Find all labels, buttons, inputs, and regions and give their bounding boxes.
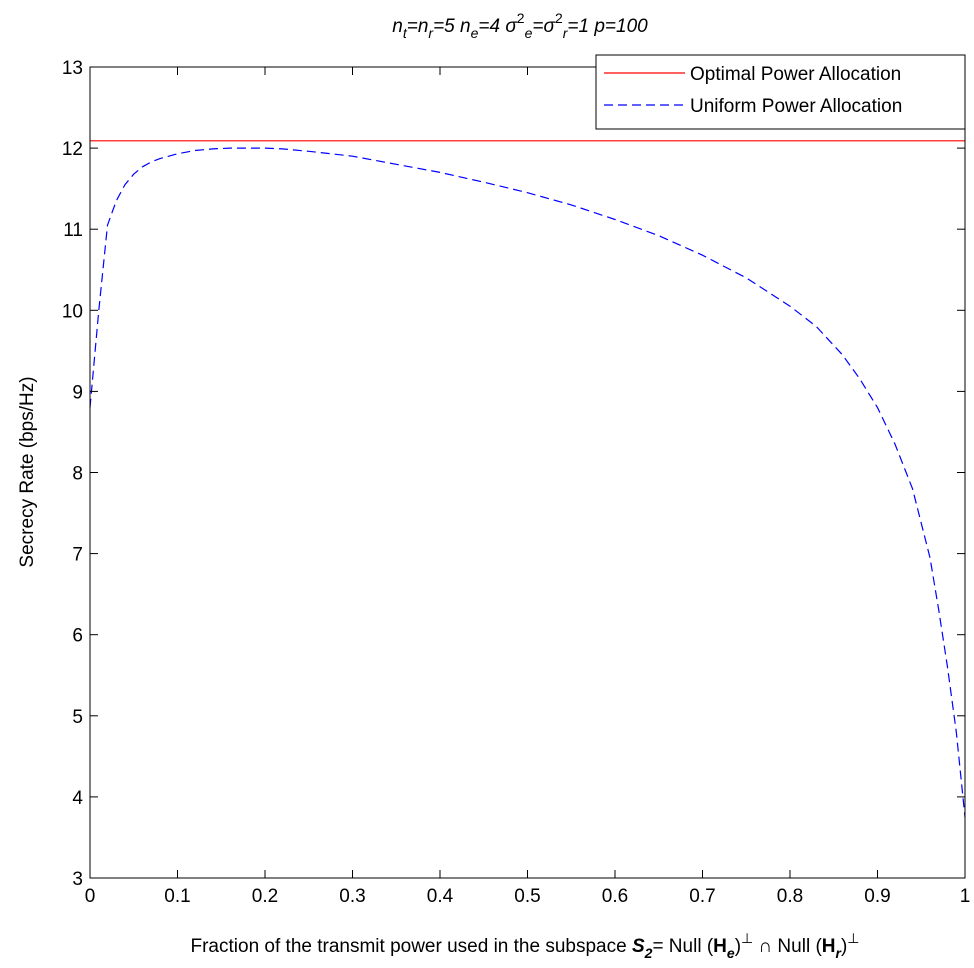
label-fragment: 2	[644, 945, 653, 961]
label-fragment: e	[525, 25, 533, 41]
x-tick-label: 1	[960, 886, 971, 907]
label-fragment: = Null (	[652, 936, 713, 957]
label-fragment: r	[836, 945, 843, 961]
x-tick-label: 0.8	[777, 886, 803, 907]
legend-box	[595, 54, 966, 130]
label-fragment: ∩ Null (	[753, 936, 822, 957]
y-tick-label: 8	[72, 464, 83, 485]
label-fragment: =5 n	[433, 16, 471, 37]
x-tick-label: 0	[85, 886, 96, 907]
x-axis-ticks: 0 0.1 0.2 0.3 0.4 0.5 0.6 0.7 0.8 0.9 1	[85, 67, 971, 907]
label-fragment: =n	[407, 16, 429, 37]
label-fragment: 2	[517, 10, 525, 26]
label-fragment: Fraction of the transmit power used in t…	[191, 936, 632, 957]
label-fragment: r	[428, 25, 434, 41]
y-tick-label: 11	[63, 220, 83, 241]
x-axis-label: Fraction of the transmit power used in t…	[191, 930, 860, 961]
y-tick-label: 13	[62, 58, 83, 79]
x-tick-label: 0.4	[427, 886, 454, 907]
y-axis-label: Secrecy Rate (bps/Hz)	[17, 376, 38, 567]
y-tick-label: 12	[62, 139, 83, 160]
label-fragment: S	[632, 936, 645, 957]
label-fragment: e	[727, 945, 735, 961]
y-tick-label: 4	[72, 788, 83, 809]
y-tick-label: 3	[72, 869, 83, 890]
x-tick-label: 0.9	[864, 886, 890, 907]
label-fragment: 2	[555, 10, 563, 26]
y-tick-label: 5	[72, 707, 83, 728]
label-fragment: =σ	[532, 16, 556, 37]
x-tick-label: 0.6	[602, 886, 628, 907]
label-fragment: H	[713, 936, 727, 957]
label-fragment: H	[822, 936, 836, 957]
y-tick-label: 7	[72, 545, 83, 566]
series-layer	[89, 140, 966, 818]
label-fragment: ⊥	[847, 930, 859, 946]
x-tick-label: 0.2	[252, 886, 278, 907]
y-tick-label: 6	[72, 626, 83, 647]
legend-label: Uniform Power Allocation	[690, 96, 902, 117]
label-fragment: n	[392, 16, 403, 37]
x-tick-label: 0.7	[689, 886, 715, 907]
x-tick-label: 0.3	[339, 886, 365, 907]
y-tick-label: 10	[62, 301, 83, 322]
legend: Optimal Power Allocation Uniform Power Al…	[595, 54, 966, 130]
label-fragment: )	[735, 936, 741, 957]
y-axis-ticks: 3 4 5 6 7 8 9 10 11 12 13	[62, 58, 965, 890]
legend-label: Optimal Power Allocation	[690, 64, 901, 85]
label-fragment: =4 σ	[478, 16, 518, 37]
y-tick-label: 9	[72, 382, 83, 403]
label-fragment: )	[841, 936, 847, 957]
label-fragment: e	[471, 25, 479, 41]
label-fragment: t	[403, 25, 408, 41]
chart-title: nt=nr=5 ne=4 σ2e=σ2r=1 p=100	[392, 10, 648, 41]
x-tick-label: 0.1	[164, 886, 190, 907]
x-tick-label: 0.5	[514, 886, 540, 907]
label-fragment: ⊥	[741, 930, 753, 946]
series-line-uniform	[89, 147, 966, 818]
plot-area: 0 0.1 0.2 0.3 0.4 0.5 0.6 0.7 0.8 0.9 1 3 4 5 6 7 8 9 10 1…	[62, 58, 970, 907]
label-fragment: =1 p=100	[567, 16, 648, 37]
label-fragment: r	[563, 25, 569, 41]
